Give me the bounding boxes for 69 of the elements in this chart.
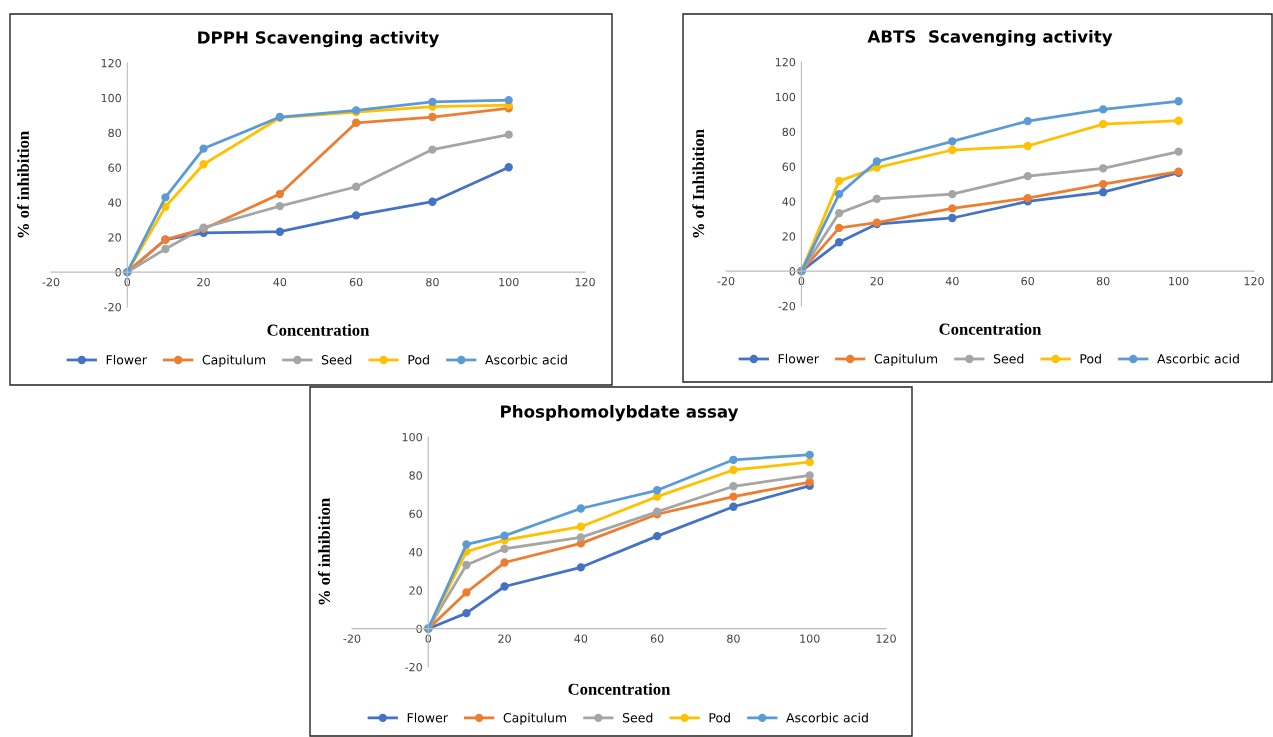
legend-label: Capitulum bbox=[503, 712, 567, 725]
legend-label: Pod bbox=[408, 354, 429, 365]
legend-label: Pod bbox=[1080, 353, 1101, 364]
x-tick-label: -20 bbox=[717, 276, 735, 286]
y-tick-label: 100 bbox=[775, 92, 796, 102]
x-tick-label: -20 bbox=[343, 634, 361, 643]
x-tick-label: 40 bbox=[574, 634, 588, 643]
y-tick-label: 120 bbox=[775, 57, 796, 67]
x-tick-label: 80 bbox=[426, 277, 439, 287]
x-tick-label: 120 bbox=[876, 634, 896, 643]
x-tick-label: 60 bbox=[349, 277, 363, 287]
x-tick-label: 0 bbox=[425, 634, 432, 643]
x-tick-label: 60 bbox=[1021, 276, 1035, 286]
y-tick-label: 0 bbox=[115, 268, 121, 277]
y-tick-label: 40 bbox=[108, 198, 121, 207]
x-tick-label: 120 bbox=[1244, 276, 1264, 286]
y-tick-label: 20 bbox=[409, 586, 422, 595]
x-tick-label: 0 bbox=[124, 277, 131, 287]
y-tick-label: -20 bbox=[405, 662, 422, 672]
y-tick-label: 60 bbox=[108, 163, 121, 172]
legend-label: Ascorbic acid bbox=[786, 712, 868, 723]
x-tick-label: 40 bbox=[273, 277, 287, 287]
y-tick-label: 80 bbox=[782, 127, 796, 137]
y-tick-label: 60 bbox=[409, 509, 422, 519]
y-tick-label: 40 bbox=[409, 547, 422, 557]
x-tick-label: 100 bbox=[1169, 276, 1189, 286]
x-tick-label: 20 bbox=[197, 277, 210, 287]
y-tick-label: 100 bbox=[101, 93, 121, 103]
legend-label: Ascorbic acid bbox=[485, 354, 567, 365]
legend-label: Seed bbox=[993, 353, 1024, 364]
legend-label: Capitulum bbox=[202, 354, 266, 367]
y-tick-label: 40 bbox=[782, 197, 796, 206]
legend-label: Capitulum bbox=[874, 353, 938, 366]
legend-label: Ascorbic acid bbox=[1157, 353, 1239, 364]
x-axis-title: Concentration bbox=[568, 683, 671, 695]
x-tick-label: 60 bbox=[650, 634, 664, 643]
y-axis-title: % of inhibition bbox=[318, 498, 330, 605]
x-tick-label: 100 bbox=[800, 634, 820, 643]
x-tick-label: 100 bbox=[499, 277, 519, 287]
y-tick-label: 20 bbox=[108, 233, 121, 242]
x-tick-label: 80 bbox=[1096, 276, 1110, 286]
legend-label: Seed bbox=[622, 712, 653, 723]
legend-label: Pod bbox=[709, 712, 730, 723]
x-tick-label: -20 bbox=[42, 277, 60, 287]
y-tick-label: 0 bbox=[789, 267, 796, 276]
x-tick-label: 80 bbox=[727, 634, 740, 643]
y-tick-label: 80 bbox=[409, 471, 422, 480]
chart-title: DPPH Scavenging activity bbox=[198, 30, 440, 48]
x-tick-label: 20 bbox=[498, 634, 511, 643]
x-axis-title: Concentration bbox=[939, 323, 1042, 335]
y-tick-label: 60 bbox=[782, 162, 796, 171]
y-tick-label: 80 bbox=[108, 128, 121, 138]
y-tick-label: -20 bbox=[104, 302, 121, 312]
y-tick-label: 120 bbox=[101, 58, 121, 68]
x-axis-title: Concentration bbox=[267, 324, 370, 336]
y-tick-label: -20 bbox=[778, 301, 796, 311]
chart-title: Phosphomolybdate assay bbox=[501, 404, 739, 422]
y-axis-title: % of inhibition bbox=[17, 131, 29, 238]
x-tick-label: 20 bbox=[870, 276, 884, 286]
legend-label: Flower bbox=[106, 354, 147, 365]
x-tick-label: 120 bbox=[575, 277, 595, 287]
y-axis-title: % of Inhibition bbox=[692, 129, 705, 238]
legend-label: Flower bbox=[778, 353, 819, 364]
legend-label: Seed bbox=[321, 354, 352, 365]
y-tick-label: 100 bbox=[402, 432, 422, 442]
chart-title: ABTS Scavenging activity bbox=[867, 29, 1113, 47]
y-tick-label: 20 bbox=[782, 232, 796, 241]
legend-label: Flower bbox=[407, 712, 448, 723]
x-tick-label: 40 bbox=[945, 276, 959, 286]
